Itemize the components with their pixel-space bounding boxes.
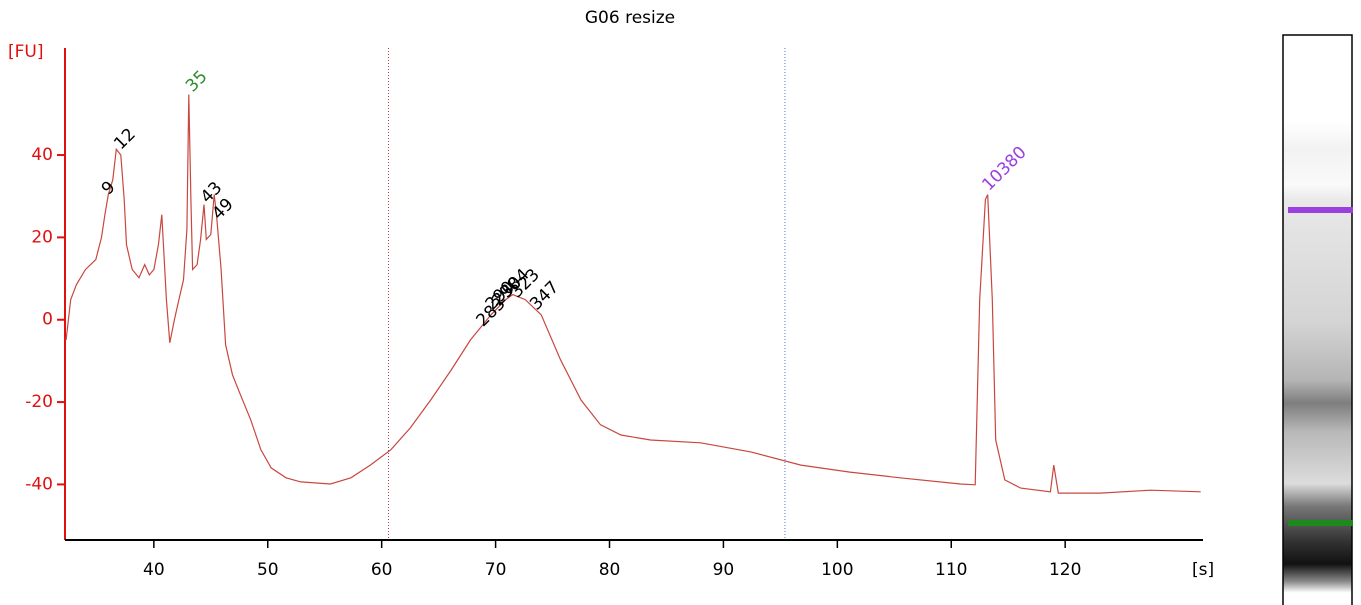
- peak-label: 9: [98, 177, 120, 199]
- x-tick-label: 110: [935, 560, 967, 580]
- gel-frame: [1282, 34, 1353, 605]
- x-tick-label: 70: [485, 560, 507, 580]
- gel-lane: [1282, 34, 1353, 605]
- x-tick-label: 120: [1049, 560, 1081, 580]
- y-tick-label: -40: [25, 474, 53, 494]
- y-tick-label: 20: [31, 227, 53, 247]
- peak-label: 10380: [978, 143, 1030, 195]
- x-tick-label: 50: [257, 560, 279, 580]
- y-axis-label: [FU]: [8, 42, 44, 62]
- peak-label: 35: [182, 67, 211, 96]
- chart-title: G06 resize: [585, 8, 675, 28]
- y-tick-label: 40: [31, 145, 53, 165]
- peak-label: 12: [110, 124, 139, 153]
- upper-marker-band: [1288, 207, 1353, 213]
- x-tick-label: 40: [143, 560, 165, 580]
- trace: [65, 94, 1201, 494]
- lower-marker-band: [1288, 520, 1353, 526]
- x-tick-label: 100: [821, 560, 853, 580]
- x-tick-label: 90: [713, 560, 735, 580]
- x-tick-label: 80: [599, 560, 621, 580]
- y-tick-label: -20: [25, 392, 53, 412]
- y-tick-label: 0: [42, 310, 53, 330]
- x-tick-label: 60: [371, 560, 393, 580]
- x-axis-label: [s]: [1192, 560, 1214, 580]
